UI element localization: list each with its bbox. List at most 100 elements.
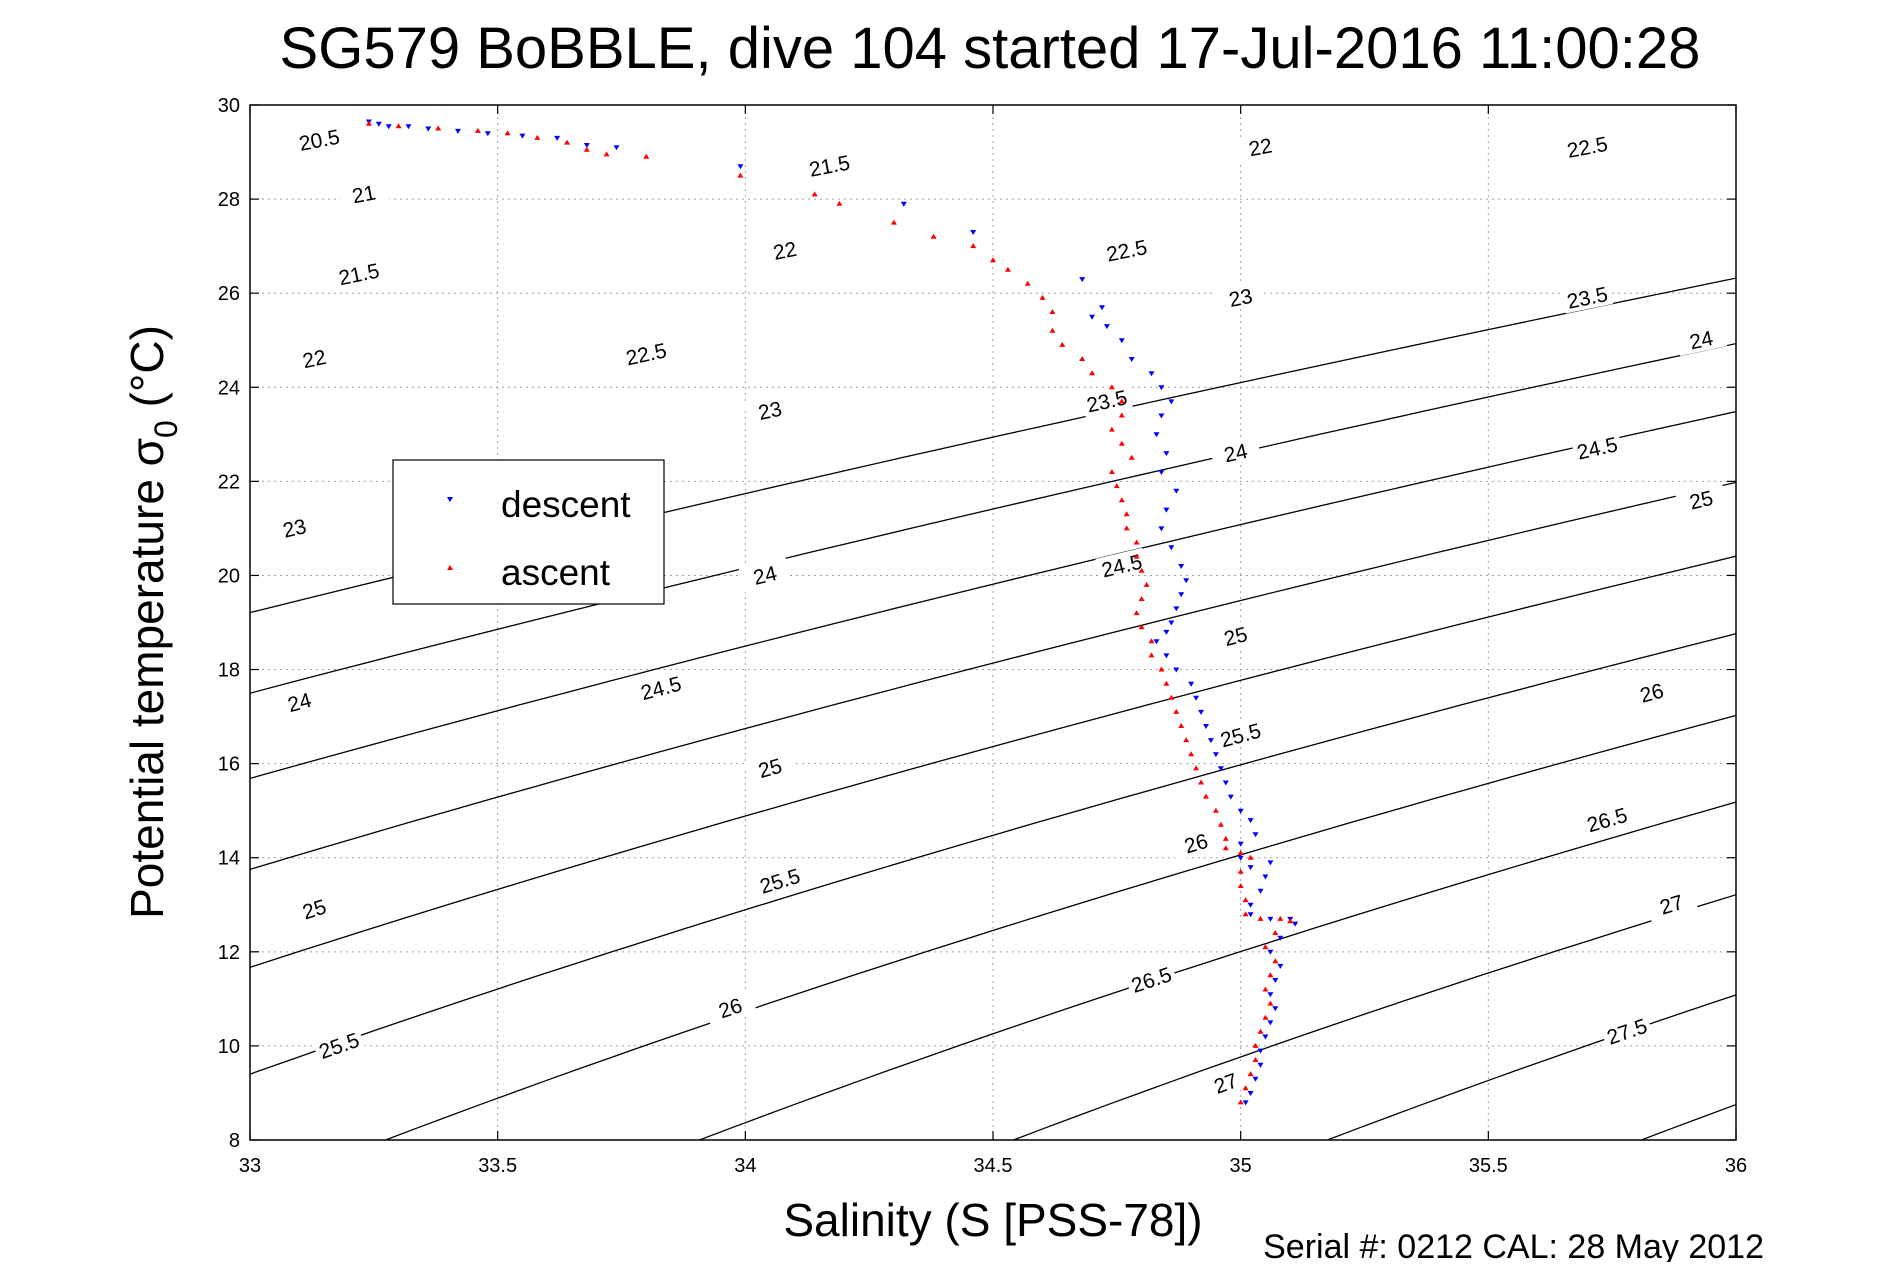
- descent-point: [1158, 470, 1165, 475]
- descent-point: [1237, 841, 1244, 847]
- ascent-point: [643, 153, 650, 159]
- density-contour-24.5: [1011, 894, 1736, 1140]
- descent-point: [1163, 629, 1170, 635]
- ascent-point: [1242, 897, 1249, 903]
- descent-point: [1247, 865, 1254, 871]
- ascent-point: [1148, 652, 1155, 658]
- ascent-point: [890, 219, 897, 225]
- ascent-point: [1242, 1085, 1249, 1091]
- descent-point: [1198, 709, 1204, 715]
- descent-point: [484, 131, 491, 137]
- density-contour-22: [250, 481, 1736, 871]
- ascent-point: [1272, 958, 1279, 964]
- ascent-point: [1138, 567, 1145, 573]
- x-tick-label: 33.5: [478, 1155, 517, 1177]
- descent-point: [455, 128, 461, 134]
- contour-label-bg: [1571, 430, 1624, 465]
- descent-point: [1173, 488, 1180, 494]
- descent-point: [583, 143, 590, 148]
- ascent-point: [737, 172, 744, 178]
- ascent-point: [1133, 539, 1140, 545]
- ascent-point: [603, 151, 610, 157]
- descent-point: [1173, 667, 1180, 673]
- descent-point: [1222, 780, 1229, 786]
- descent-point: [613, 145, 620, 151]
- contour-label-bg: [1169, 824, 1223, 861]
- descent-point: [1262, 1034, 1269, 1040]
- contour-label-bg: [1674, 482, 1728, 517]
- legend-descent-label: descent: [501, 484, 631, 525]
- descent-point: [1193, 695, 1200, 701]
- ascent-point: [365, 120, 372, 126]
- legend-ascent-label: ascent: [501, 552, 611, 593]
- contour-label: 24: [1688, 327, 1716, 354]
- density-contour-23.5: [383, 714, 1736, 1140]
- contour-label-bg: [738, 557, 792, 592]
- contour-label-bg: [268, 510, 321, 545]
- contour-label-bg: [288, 341, 341, 375]
- ascent-point: [1242, 911, 1249, 917]
- contour-label-bg: [1209, 618, 1262, 654]
- y-axis-label: Potential temperature σ0 (°C): [121, 325, 184, 919]
- descent-point: [1267, 1020, 1274, 1026]
- descent-point: [1237, 855, 1244, 861]
- contour-label-bg: [1198, 1063, 1253, 1103]
- ascent-point: [1163, 680, 1170, 686]
- ascent-point: [1188, 751, 1195, 757]
- descent-point: [1163, 507, 1170, 513]
- ascent-point: [1287, 918, 1294, 924]
- ascent-point: [564, 139, 570, 145]
- ascent-point: [1138, 624, 1145, 630]
- y-tick-label: 20: [218, 565, 240, 587]
- ascent-point: [1262, 986, 1269, 992]
- ascent-point: [1128, 454, 1135, 460]
- descent-point: [1247, 818, 1254, 824]
- ascent-point: [1089, 370, 1096, 376]
- contour-label-bg: [312, 1025, 366, 1065]
- y-tick-label: 12: [218, 942, 240, 964]
- contour-label-bg: [337, 177, 390, 210]
- ascent-point: [1237, 868, 1244, 874]
- descent-point: [1272, 1006, 1279, 1012]
- ascent-point: [474, 127, 481, 133]
- ascent-point: [1252, 1042, 1259, 1048]
- descent-point: [1188, 681, 1195, 687]
- y-axis-label-unit: (°C): [121, 325, 173, 407]
- contour-label-bg: [634, 669, 688, 706]
- contour-label-bg: [758, 233, 811, 267]
- y-tick-label: 18: [218, 660, 240, 682]
- descent-point: [519, 133, 526, 139]
- contour-label-bg: [1234, 130, 1287, 163]
- descent-point: [1257, 888, 1264, 894]
- ascent-point: [1222, 835, 1229, 841]
- descent-point: [1247, 912, 1254, 918]
- ascent-point: [1143, 581, 1150, 587]
- contour-label-bg: [1214, 280, 1267, 314]
- contour-label-bg: [1600, 1011, 1654, 1051]
- ascent-point: [1123, 525, 1130, 531]
- ascent-point: [1138, 596, 1145, 601]
- contour-label-bg: [1561, 130, 1614, 163]
- ascent-point: [1118, 398, 1125, 404]
- legend-box: [392, 459, 665, 605]
- descent-point: [737, 164, 744, 170]
- descent-point: [1128, 357, 1135, 362]
- contour-label-bg: [332, 256, 385, 290]
- ascent-point: [1024, 280, 1031, 286]
- descent-point: [1267, 916, 1274, 922]
- y-tick-label: 24: [218, 377, 240, 399]
- descent-point: [1257, 1062, 1264, 1068]
- contour-label: 23: [281, 515, 309, 543]
- ascent-point: [1148, 638, 1155, 644]
- x-tick-label: 34: [734, 1155, 756, 1177]
- descent-point: [1277, 963, 1284, 969]
- ascent-point: [1257, 1028, 1264, 1034]
- ascent-point: [1108, 426, 1115, 432]
- ascent-point: [1118, 497, 1125, 503]
- ascent-point: [1173, 708, 1180, 714]
- density-contour-21.5: [250, 410, 1736, 780]
- ascent-point: [836, 200, 843, 206]
- ascent-point: [395, 123, 402, 129]
